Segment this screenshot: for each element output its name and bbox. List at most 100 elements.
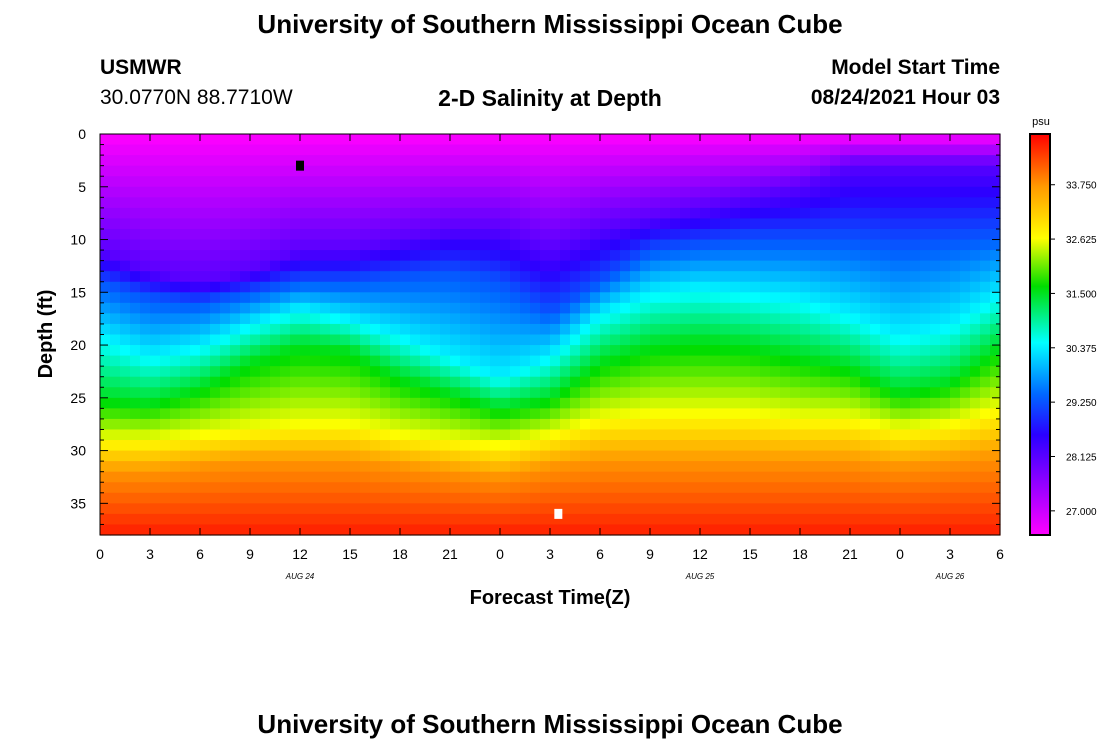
- heatmap-cell: [250, 513, 261, 526]
- heatmap-cell: [590, 334, 601, 346]
- heatmap-cell: [410, 228, 421, 241]
- heatmap-cell: [590, 376, 601, 388]
- heatmap-cell: [970, 228, 981, 241]
- heatmap-cell: [320, 176, 331, 188]
- heatmap-cell: [730, 524, 741, 536]
- heatmap-cell: [780, 197, 791, 209]
- heatmap-cell: [190, 334, 201, 346]
- heatmap-cell: [400, 387, 411, 399]
- heatmap-cell: [790, 186, 801, 198]
- heatmap-cell: [420, 207, 431, 220]
- heatmap-cell: [620, 397, 631, 409]
- heatmap-cell: [460, 376, 471, 388]
- heatmap-cell: [720, 155, 731, 167]
- heatmap-cell: [130, 218, 141, 230]
- heatmap-cell: [950, 334, 961, 346]
- heatmap-cell: [910, 260, 921, 272]
- heatmap-cell: [900, 239, 911, 251]
- heatmap-cell: [330, 376, 341, 388]
- heatmap-cell: [790, 397, 801, 409]
- heatmap-cell: [920, 271, 931, 283]
- heatmap-cell: [670, 323, 681, 336]
- heatmap-cell: [430, 450, 441, 462]
- heatmap-cell: [890, 155, 901, 167]
- heatmap-cell: [580, 450, 591, 462]
- heatmap-cell: [870, 334, 881, 346]
- heatmap-cell: [970, 524, 981, 536]
- heatmap-cell: [460, 271, 471, 283]
- heatmap-cell: [100, 387, 111, 399]
- heatmap-cell: [860, 366, 871, 378]
- heatmap-cell: [110, 355, 121, 367]
- heatmap-cell: [600, 418, 611, 431]
- heatmap-cell: [500, 376, 511, 388]
- heatmap-cell: [410, 144, 421, 156]
- heatmap-cell: [480, 387, 491, 399]
- heatmap-cell: [780, 218, 791, 230]
- heatmap-cell: [260, 218, 271, 230]
- heatmap-cell: [270, 513, 281, 526]
- heatmap-cell: [630, 250, 641, 262]
- heatmap-cell: [250, 292, 261, 304]
- heatmap-cell: [330, 345, 341, 357]
- heatmap-cell: [260, 397, 271, 409]
- heatmap-cell: [830, 524, 841, 536]
- heatmap-cell: [450, 144, 461, 156]
- heatmap-cell: [820, 281, 831, 293]
- heatmap-cell: [410, 302, 421, 314]
- heatmap-cell: [330, 292, 341, 304]
- heatmap-cell: [130, 186, 141, 198]
- heatmap-cell: [290, 134, 301, 146]
- heatmap-cell: [480, 186, 491, 198]
- heatmap-cell: [670, 144, 681, 156]
- heatmap-cell: [200, 418, 211, 431]
- heatmap-cell: [880, 345, 891, 357]
- heatmap-cell: [710, 397, 721, 409]
- heatmap-cell: [570, 323, 581, 336]
- heatmap-cell: [750, 197, 761, 209]
- heatmap-cell: [950, 482, 961, 494]
- heatmap-cell: [350, 134, 361, 146]
- heatmap-cell: [890, 176, 901, 188]
- heatmap-cell: [280, 418, 291, 431]
- heatmap-cell: [650, 186, 661, 198]
- heatmap-cell: [760, 292, 771, 304]
- heatmap-cell: [210, 345, 221, 357]
- heatmap-cell: [160, 450, 171, 462]
- heatmap-cell: [970, 134, 981, 146]
- heatmap-cell: [330, 165, 341, 177]
- heatmap-cell: [520, 176, 531, 188]
- heatmap-cell: [230, 186, 241, 198]
- heatmap-cell: [670, 313, 681, 325]
- heatmap-cell: [980, 155, 991, 167]
- heatmap-cell: [930, 186, 941, 198]
- heatmap-cell: [810, 197, 821, 209]
- heatmap-cell: [120, 429, 131, 441]
- heatmap-cell: [340, 281, 351, 293]
- heatmap-cell: [910, 207, 921, 220]
- heatmap-cell: [900, 134, 911, 146]
- heatmap-cell: [760, 165, 771, 177]
- heatmap-cell: [220, 323, 231, 336]
- heatmap-cell: [990, 292, 1001, 304]
- heatmap-cell: [300, 492, 311, 504]
- heatmap-cell: [200, 165, 211, 177]
- heatmap-cell: [200, 482, 211, 494]
- heatmap-cell: [120, 387, 131, 399]
- heatmap-cell: [330, 176, 341, 188]
- heatmap-cell: [340, 313, 351, 325]
- heatmap-cell: [300, 440, 311, 452]
- heatmap-cell: [260, 176, 271, 188]
- heatmap-cell: [450, 313, 461, 325]
- heatmap-cell: [630, 144, 641, 156]
- heatmap-cell: [890, 492, 901, 504]
- heatmap-cell: [420, 250, 431, 262]
- heatmap-cell: [200, 376, 211, 388]
- heatmap-cell: [240, 366, 251, 378]
- heatmap-cell: [980, 207, 991, 220]
- heatmap-cell: [860, 323, 871, 336]
- heatmap-cell: [150, 418, 161, 431]
- heatmap-cell: [760, 440, 771, 452]
- heatmap-cell: [310, 292, 321, 304]
- heatmap-cell: [240, 271, 251, 283]
